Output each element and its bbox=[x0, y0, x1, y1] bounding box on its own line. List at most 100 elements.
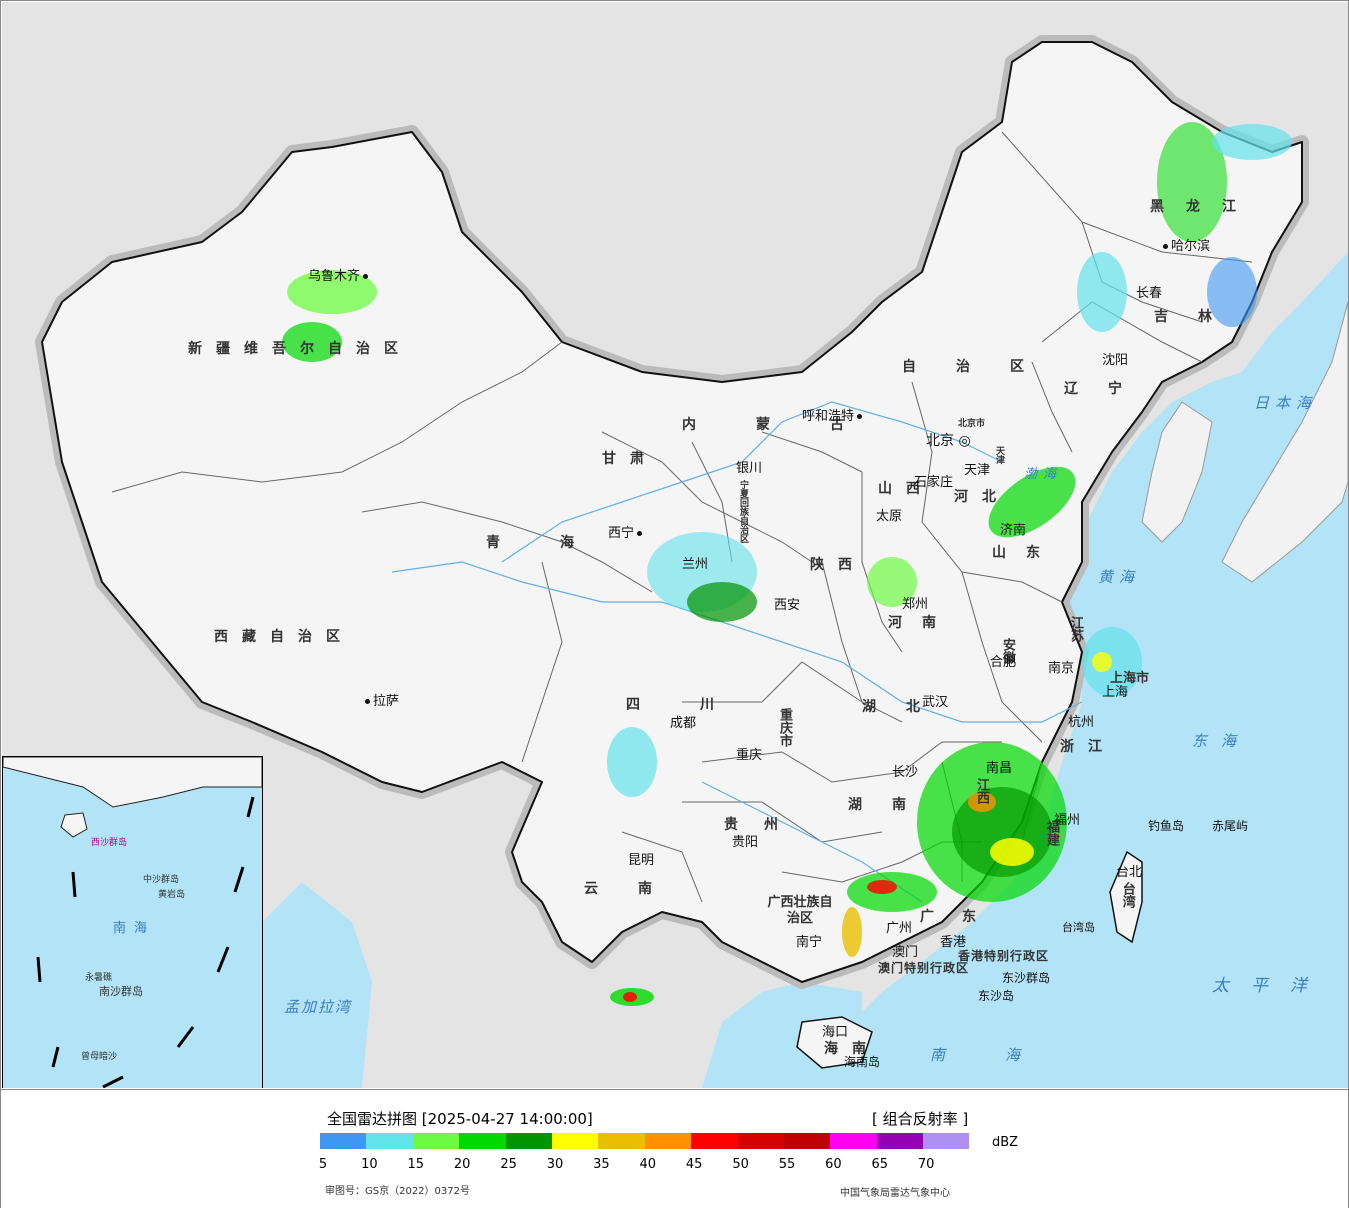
label-guangdong: 广东 bbox=[920, 909, 1004, 925]
city-shanghai: 上海 bbox=[1102, 685, 1129, 700]
legend-color-scale bbox=[320, 1133, 970, 1149]
label-shanghai: 上海市 bbox=[1110, 671, 1150, 686]
label-macau: 澳门特别行政区 bbox=[878, 961, 970, 975]
city-lhasa: 拉萨 bbox=[362, 695, 399, 708]
city-xining: 西宁 bbox=[608, 527, 645, 540]
map-approval-number: 审图号：GS京（2022）0372号 bbox=[325, 1186, 470, 1197]
sea-bohai: 渤海 bbox=[1024, 467, 1063, 482]
legend-tick-label: 45 bbox=[685, 1157, 703, 1172]
island-diaoyu: 钓鱼岛 bbox=[1148, 819, 1185, 833]
legend-swatch bbox=[644, 1133, 692, 1149]
legend-swatch bbox=[923, 1133, 970, 1149]
taiwan-island-shape bbox=[1109, 850, 1143, 944]
legend-swatch bbox=[412, 1133, 460, 1149]
city-guangzhou: 广州 bbox=[886, 921, 913, 936]
city-huhehaote: 呼和浩特 bbox=[802, 410, 865, 423]
legend-swatch bbox=[830, 1133, 877, 1149]
city-wuhan: 武汉 bbox=[922, 695, 949, 710]
city-harbin: 哈尔滨 bbox=[1160, 240, 1210, 253]
label-guizhou: 贵州 bbox=[724, 817, 804, 833]
label-jiangsu: 江苏 bbox=[1068, 616, 1083, 642]
legend-tick-label: 25 bbox=[500, 1157, 517, 1172]
legend-swatch bbox=[505, 1133, 552, 1149]
inset-yongshu-label: 永暑礁 bbox=[85, 973, 113, 983]
label-jiangxi: 江西 bbox=[974, 778, 989, 804]
city-aomen: 澳门 bbox=[892, 945, 919, 960]
city-changsha: 长沙 bbox=[892, 765, 919, 780]
inset-nansha-label: 南沙群岛 bbox=[99, 985, 143, 998]
legend-unit: dBZ bbox=[992, 1135, 1019, 1150]
radar-map: 西沙群岛 中沙群岛 黄岩岛 南海 永暑礁 南沙群岛 曾母暗沙 新疆维吾尔自治区 … bbox=[2, 2, 1348, 1088]
label-ningxia: 宁夏回族自治区 bbox=[738, 480, 748, 543]
south-sea-inset: 西沙群岛 中沙群岛 黄岩岛 南海 永暑礁 南沙群岛 曾母暗沙 bbox=[2, 756, 263, 1088]
label-tianjin: 天津 bbox=[994, 446, 1004, 464]
label-taiwan: 台湾 bbox=[1119, 882, 1135, 908]
city-fuzhou: 福州 bbox=[1054, 813, 1081, 828]
map-canvas bbox=[35, 35, 1348, 1088]
sea-south: 南海 bbox=[930, 1046, 1081, 1064]
label-liaoning: 辽宁 bbox=[1064, 381, 1152, 397]
capital-marker bbox=[363, 274, 369, 279]
label-fujian: 福建 bbox=[1044, 820, 1059, 846]
sea-east: 东海 bbox=[1192, 732, 1251, 750]
label-guangxi: 广西壮族自治区 bbox=[767, 895, 833, 927]
city-tianjin: 天津 bbox=[964, 463, 991, 478]
legend-swatch bbox=[783, 1133, 831, 1149]
legend-tick-label: 15 bbox=[407, 1157, 425, 1172]
capital-marker bbox=[637, 531, 643, 536]
legend-tick-label: 70 bbox=[917, 1157, 935, 1172]
city-hangzhou: 杭州 bbox=[1068, 715, 1095, 730]
label-shaanxi: 陕西 bbox=[810, 557, 866, 573]
city-xianggang: 香港 bbox=[940, 935, 967, 950]
legend-tick-label: 60 bbox=[825, 1157, 842, 1172]
legend-swatch bbox=[320, 1133, 367, 1149]
legend-tick-label: 35 bbox=[593, 1157, 610, 1172]
label-gansu: 甘肃 bbox=[602, 451, 658, 467]
island-chiwei: 赤尾屿 bbox=[1212, 819, 1249, 833]
city-chongqing: 重庆 bbox=[736, 748, 763, 763]
capital-marker bbox=[365, 699, 370, 704]
island-taiwan: 台湾岛 bbox=[1062, 921, 1095, 934]
city-taiyuan: 太原 bbox=[876, 509, 903, 524]
legend-swatch bbox=[598, 1133, 645, 1149]
label-hubei: 湖北 bbox=[862, 699, 950, 715]
inset-zengmu-label: 曾母暗沙 bbox=[81, 1052, 118, 1062]
sea-pacific: 太平洋 bbox=[1212, 976, 1329, 996]
japan-land bbox=[1221, 301, 1348, 583]
label-neimenggu: 内蒙古 bbox=[682, 417, 904, 433]
legend-tick-label: 5 bbox=[318, 1157, 328, 1172]
bengal-sea-area bbox=[262, 882, 372, 1088]
legend-swatch bbox=[459, 1133, 506, 1149]
city-shijiazhuang: 石家庄 bbox=[914, 475, 954, 490]
label-shandong: 山东 bbox=[992, 545, 1060, 561]
city-hefei: 合肥 bbox=[990, 655, 1017, 670]
island-hainan: 海南岛 bbox=[844, 1055, 881, 1069]
legend-swatch bbox=[876, 1133, 924, 1149]
legend-tick-label: 30 bbox=[546, 1157, 564, 1172]
label-henan: 河南 bbox=[888, 615, 956, 631]
radar-echoes bbox=[282, 122, 1292, 1006]
inset-canvas bbox=[3, 757, 262, 1088]
label-anhui: 安徽 bbox=[1000, 638, 1015, 664]
city-nanchang: 南昌 bbox=[986, 761, 1013, 776]
label-hunan: 湖南 bbox=[848, 797, 936, 813]
city-yinchuan: 银川 bbox=[736, 461, 763, 476]
city-taibei: 台北 bbox=[1116, 865, 1143, 880]
capital-marker bbox=[1163, 244, 1168, 249]
label-xizang: 西藏自治区 bbox=[214, 629, 354, 645]
capital-marker bbox=[857, 414, 863, 419]
korea-land bbox=[1141, 401, 1213, 543]
legend-swatch bbox=[737, 1133, 784, 1149]
label-shanxi: 山西 bbox=[878, 481, 934, 497]
legend-tick-label: 20 bbox=[453, 1157, 471, 1172]
label-heilongjiang: 黑龙江 bbox=[1150, 199, 1258, 215]
city-chengdu: 成都 bbox=[670, 716, 697, 731]
legend-panel: 全国雷达拼图 [2025-04-27 14:00:00] [ 组合反射率 ] d… bbox=[1, 1089, 1348, 1208]
inset-dashed-line bbox=[36, 796, 255, 1088]
legend-product: [ 组合反射率 ] bbox=[872, 1110, 969, 1128]
legend-tick-label: 55 bbox=[778, 1157, 796, 1172]
city-kunming: 昆明 bbox=[628, 853, 655, 868]
city-changchun: 长春 bbox=[1136, 286, 1163, 301]
label-yunnan: 云南 bbox=[584, 881, 692, 897]
